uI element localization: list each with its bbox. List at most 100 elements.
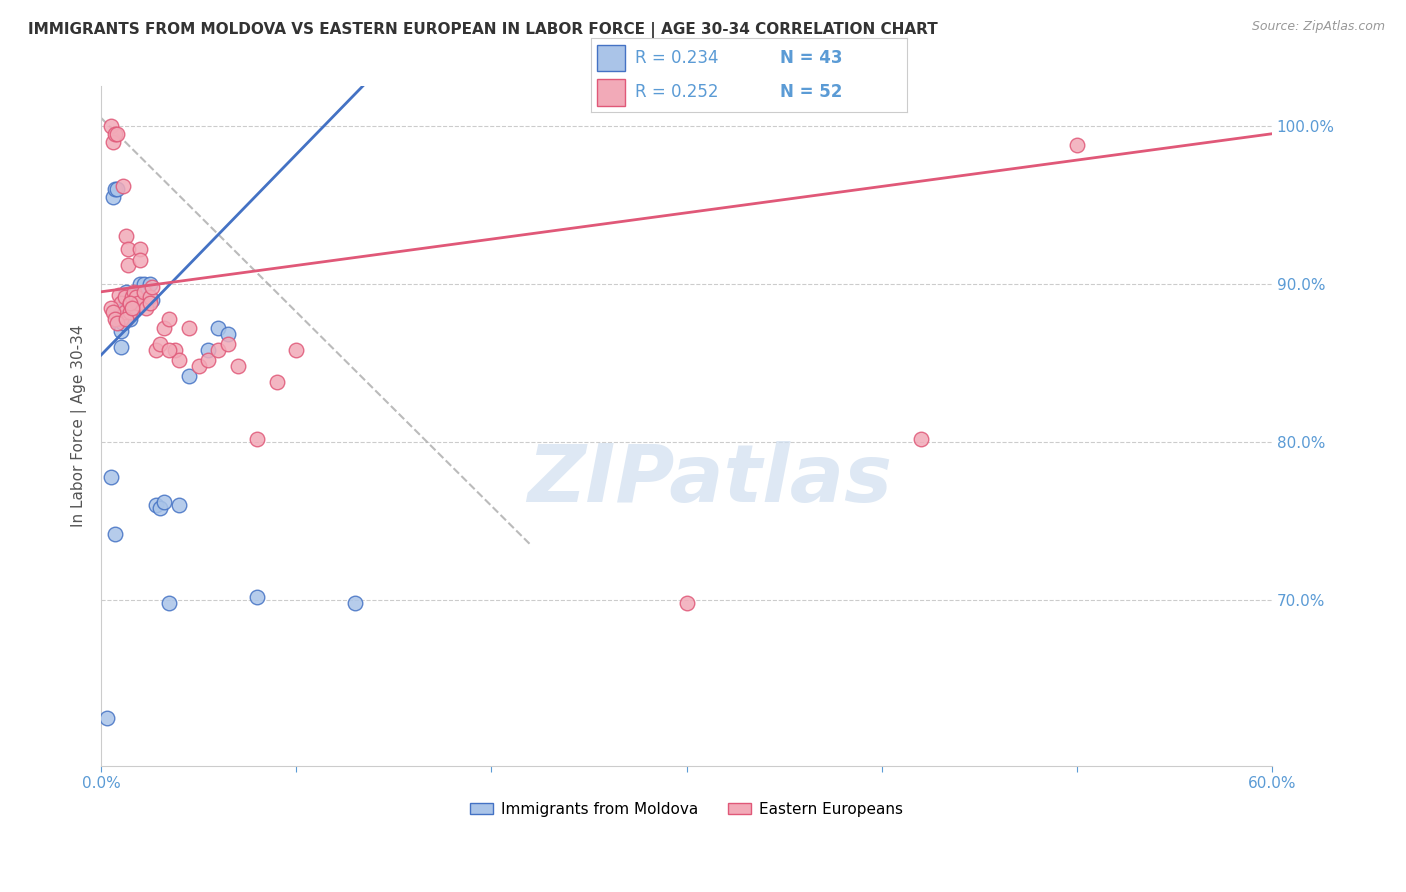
Text: N = 52: N = 52 <box>780 84 842 102</box>
Point <box>104 127 127 141</box>
Point <box>114 301 136 315</box>
Point <box>117 242 139 256</box>
Text: Source: ZipAtlas.com: Source: ZipAtlas.com <box>1251 20 1385 33</box>
Point <box>152 321 174 335</box>
Point <box>132 277 155 291</box>
Point <box>285 343 308 358</box>
Point <box>120 309 142 323</box>
Point <box>135 301 157 315</box>
Point <box>124 285 146 299</box>
Point <box>246 432 269 446</box>
Point <box>107 317 129 331</box>
Point <box>100 119 122 133</box>
Point <box>96 711 118 725</box>
Point <box>110 296 132 310</box>
Point <box>110 324 132 338</box>
Text: R = 0.252: R = 0.252 <box>636 84 718 102</box>
Point <box>145 498 167 512</box>
Point <box>101 305 124 319</box>
Point <box>117 258 139 272</box>
Point <box>100 469 122 483</box>
Point <box>111 178 134 193</box>
Point <box>343 596 366 610</box>
Point <box>101 135 124 149</box>
Point <box>115 229 138 244</box>
Point <box>104 311 127 326</box>
Point <box>139 296 162 310</box>
Point <box>115 285 138 299</box>
Point <box>197 352 219 367</box>
Point <box>120 311 142 326</box>
Point <box>114 309 136 323</box>
Point <box>167 498 190 512</box>
Point <box>132 285 155 299</box>
Point <box>129 242 152 256</box>
Point <box>167 352 190 367</box>
Point <box>129 253 152 268</box>
Point <box>105 182 128 196</box>
Point <box>217 337 239 351</box>
Point <box>120 296 142 310</box>
Point <box>117 309 139 323</box>
Point <box>104 526 127 541</box>
Bar <box>596 79 626 105</box>
Point <box>101 190 124 204</box>
Point <box>105 127 128 141</box>
Point <box>127 296 149 310</box>
Point <box>121 289 143 303</box>
Point <box>104 182 127 196</box>
Point <box>675 596 697 610</box>
Point <box>127 289 149 303</box>
Point <box>107 288 129 302</box>
Point <box>197 343 219 358</box>
Point <box>115 311 138 326</box>
Point <box>145 343 167 358</box>
Point <box>129 277 152 291</box>
Point <box>266 375 288 389</box>
Point <box>152 495 174 509</box>
Point <box>110 340 132 354</box>
Point <box>226 359 249 373</box>
Text: ZIPatlas: ZIPatlas <box>527 442 893 519</box>
Point <box>207 321 229 335</box>
Point <box>114 305 136 319</box>
Point <box>207 343 229 358</box>
Point <box>141 280 163 294</box>
Point <box>159 311 181 326</box>
Point <box>1066 137 1088 152</box>
Point <box>141 293 163 307</box>
Point <box>177 368 200 383</box>
Point <box>135 285 157 299</box>
Point <box>129 285 152 299</box>
Legend: Immigrants from Moldova, Eastern Europeans: Immigrants from Moldova, Eastern Europea… <box>464 796 910 822</box>
Point <box>111 309 134 323</box>
Point <box>149 501 172 516</box>
Y-axis label: In Labor Force | Age 30-34: In Labor Force | Age 30-34 <box>72 325 87 527</box>
Text: N = 43: N = 43 <box>780 49 842 67</box>
Bar <box>596 45 626 71</box>
Point <box>100 301 122 315</box>
Point <box>121 301 143 315</box>
Point <box>187 359 209 373</box>
Point <box>139 277 162 291</box>
Point <box>910 432 932 446</box>
Point <box>117 301 139 315</box>
Point <box>110 311 132 326</box>
Point <box>125 285 148 299</box>
Point <box>177 321 200 335</box>
Point <box>125 289 148 303</box>
Point <box>217 327 239 342</box>
Point <box>159 343 181 358</box>
Point <box>105 317 128 331</box>
Point <box>120 305 142 319</box>
Point <box>121 301 143 315</box>
Text: IMMIGRANTS FROM MOLDOVA VS EASTERN EUROPEAN IN LABOR FORCE | AGE 30-34 CORRELATI: IMMIGRANTS FROM MOLDOVA VS EASTERN EUROP… <box>28 22 938 38</box>
Point <box>149 337 172 351</box>
Point <box>246 590 269 604</box>
Point <box>131 285 153 299</box>
Point <box>159 596 181 610</box>
Point <box>107 309 129 323</box>
Text: R = 0.234: R = 0.234 <box>636 49 718 67</box>
Point <box>139 289 162 303</box>
Point <box>114 289 136 303</box>
